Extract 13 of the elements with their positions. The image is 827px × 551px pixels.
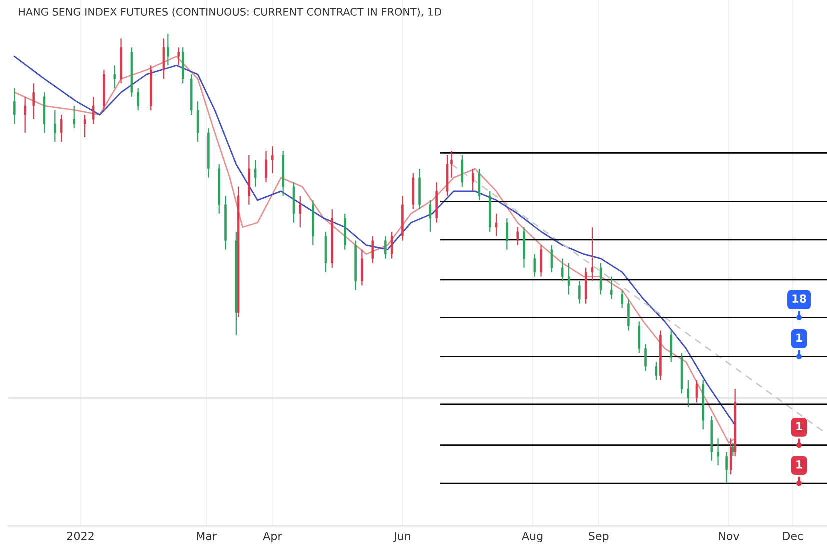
x-tick-label: Nov xyxy=(719,532,740,540)
x-tick-label: Sep xyxy=(589,532,609,543)
chart-title: HANG SENG INDEX FUTURES (CONTINUOUS: CURRENT CONTRACT IN FRONT), 1D xyxy=(19,8,442,18)
annotation: 1 xyxy=(796,460,802,469)
x-tick-label: Dec xyxy=(783,532,803,540)
x-tick-label: 2022 xyxy=(67,532,94,540)
annotation: 18 xyxy=(792,294,806,304)
x-tick-label: Mar xyxy=(197,532,218,540)
annotation: 1 xyxy=(796,422,802,431)
annotation: 1 xyxy=(796,334,802,342)
x-tick-label: Aug xyxy=(522,532,543,543)
x-tick-label: Jun xyxy=(393,532,410,542)
x-tick-label: Apr xyxy=(263,532,282,543)
